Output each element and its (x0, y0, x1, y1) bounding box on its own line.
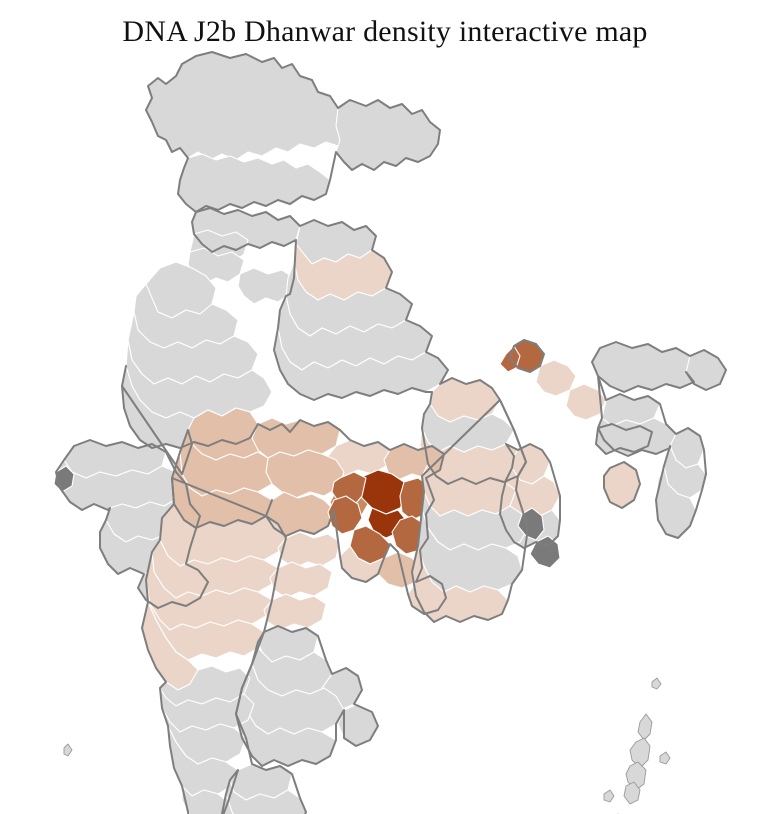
state-border-10 (604, 462, 640, 508)
island-and-1[interactable] (637, 713, 653, 741)
district-mah-4[interactable] (270, 562, 332, 598)
state-border-5 (412, 400, 528, 622)
district-mah-2[interactable] (278, 532, 340, 568)
district-haryana-1[interactable] (238, 268, 294, 304)
state-border-4 (236, 626, 378, 766)
district-jk-valley[interactable] (178, 154, 330, 212)
state-border-8 (592, 342, 726, 392)
state-border-11 (56, 440, 208, 608)
island-and-small3[interactable] (603, 789, 615, 803)
state-border-7 (510, 340, 544, 372)
state-border-9 (596, 376, 706, 538)
state-border-1 (192, 208, 526, 484)
state-borders-layer (56, 52, 726, 814)
district-tn-2[interactable] (226, 780, 306, 814)
page-title: DNA J2b Dhanwar density interactive map (122, 15, 648, 48)
state-border-2 (122, 366, 446, 614)
district-mah-6[interactable] (264, 594, 326, 630)
island-and-2[interactable] (629, 737, 651, 769)
district-jk-north[interactable] (146, 52, 356, 160)
district-bengal-dark[interactable] (530, 536, 560, 568)
island-and-4[interactable] (623, 781, 641, 805)
district-nbengal-2[interactable] (566, 384, 606, 420)
india-district-choropleth[interactable] (0, 48, 770, 814)
state-border-6 (500, 444, 560, 548)
island-and-small1[interactable] (651, 677, 662, 690)
map-canvas[interactable] (0, 48, 770, 814)
district-kerala-1[interactable] (182, 786, 228, 814)
state-border-0 (146, 52, 440, 212)
islands-layer[interactable] (63, 677, 671, 814)
island-and-small2[interactable] (659, 751, 671, 765)
island-lak-1[interactable] (63, 743, 73, 757)
